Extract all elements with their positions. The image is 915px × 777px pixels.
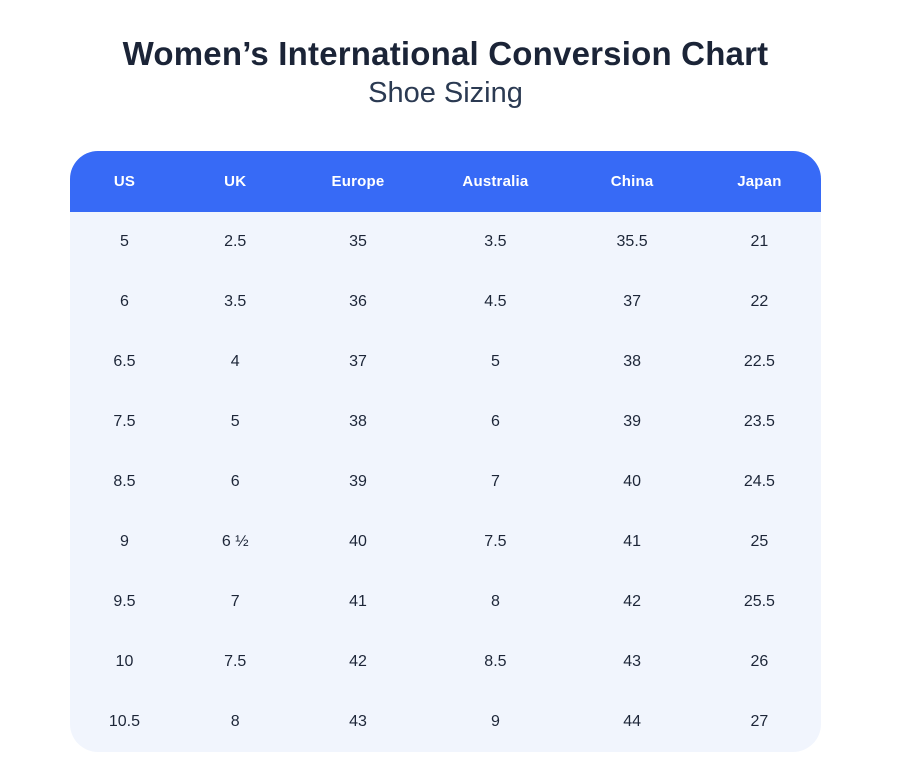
table-row: 6.5 4 37 5 38 22.5 bbox=[70, 332, 821, 392]
table-row: 6 3.5 36 4.5 37 22 bbox=[70, 272, 821, 332]
table-cell: 38 bbox=[349, 413, 367, 431]
table-cell: 37 bbox=[349, 353, 367, 371]
page-title: Women’s International Conversion Chart bbox=[122, 35, 769, 72]
table-cell: 41 bbox=[623, 533, 641, 551]
table-header-cell: Australia bbox=[462, 173, 529, 191]
table-cell: 41 bbox=[349, 593, 367, 611]
table-cell: 10.5 bbox=[108, 713, 141, 731]
table-cell: 4 bbox=[230, 353, 240, 371]
table-cell: 37 bbox=[623, 293, 641, 311]
table-cell: 7.5 bbox=[224, 653, 247, 671]
table-row: 8.5 6 39 7 40 24.5 bbox=[70, 452, 821, 512]
table-cell: 8 bbox=[230, 713, 240, 731]
table-cell: 35.5 bbox=[616, 233, 648, 251]
table-cell: 6 bbox=[119, 293, 129, 311]
table-header-cell: UK bbox=[224, 173, 247, 191]
table-row: 10 7.5 42 8.5 43 26 bbox=[70, 632, 821, 692]
table-row: 7.5 5 38 6 39 23.5 bbox=[70, 392, 821, 452]
table-cell: 43 bbox=[623, 653, 641, 671]
table-cell: 8.5 bbox=[113, 473, 136, 491]
table-cell: 5 bbox=[119, 233, 129, 251]
table-cell: 42 bbox=[349, 653, 367, 671]
table-cell: 35 bbox=[349, 233, 367, 251]
table-cell: 4.5 bbox=[484, 293, 507, 311]
table-cell: 7.5 bbox=[113, 413, 136, 431]
table-cell: 38 bbox=[623, 353, 641, 371]
table-cell: 8.5 bbox=[484, 653, 507, 671]
table-cell: 9.5 bbox=[113, 593, 136, 611]
table-cell: 40 bbox=[623, 473, 641, 491]
table-cell: 9 bbox=[119, 533, 129, 551]
table-row: 5 2.5 35 3.5 35.5 21 bbox=[70, 212, 821, 272]
table-cell: 3.5 bbox=[484, 233, 507, 251]
page-content: Women’s International Conversion Chart S… bbox=[70, 35, 821, 753]
table-cell: 9 bbox=[490, 713, 500, 731]
table-cell: 26 bbox=[750, 653, 769, 671]
table-cell: 25.5 bbox=[743, 593, 775, 611]
table-cell: 6 ½ bbox=[221, 533, 249, 551]
table-cell: 7.5 bbox=[484, 533, 507, 551]
table-cell: 43 bbox=[349, 713, 367, 731]
table-cell: 40 bbox=[349, 533, 367, 551]
table-row: 10.5 8 43 9 44 27 bbox=[70, 692, 821, 752]
table-cell: 21 bbox=[750, 233, 769, 251]
table-cell: 39 bbox=[623, 413, 641, 431]
table-cell: 5 bbox=[490, 353, 500, 371]
shoe-size-conversion-table: US UK Europe Australia China Japan 5 2.5 35 3.5 3… bbox=[70, 151, 821, 753]
table-cell: 7 bbox=[230, 593, 240, 611]
table-cell: 6 bbox=[230, 473, 240, 491]
table-cell: 2.5 bbox=[224, 233, 247, 251]
table-cell: 23.5 bbox=[743, 413, 775, 431]
table-cell: 6.5 bbox=[113, 353, 136, 371]
table-body: 5 2.5 35 3.5 35.5 21 6 3.5 36 4.5 37 22 6.5 4 37 5 38 22.… bbox=[70, 212, 821, 753]
table-cell: 36 bbox=[349, 293, 367, 311]
table-header-cell: China bbox=[610, 173, 654, 191]
table-cell: 42 bbox=[623, 593, 641, 611]
table-row: 9.5 7 41 8 42 25.5 bbox=[70, 572, 821, 632]
table-cell: 7 bbox=[490, 473, 500, 491]
table-cell: 39 bbox=[349, 473, 367, 491]
table-cell: 22.5 bbox=[743, 353, 775, 371]
table-cell: 8 bbox=[490, 593, 500, 611]
table-header-cell: Japan bbox=[737, 173, 782, 191]
table-cell: 24.5 bbox=[743, 473, 775, 491]
table-cell: 5 bbox=[230, 413, 240, 431]
table-cell: 22 bbox=[750, 293, 769, 311]
table-row: 9 6 ½ 40 7.5 41 25 bbox=[70, 512, 821, 572]
table-cell: 10 bbox=[115, 653, 134, 671]
table-header-cell: US bbox=[113, 173, 136, 191]
page-subtitle: Shoe Sizing bbox=[368, 76, 523, 109]
table-header-cell: Europe bbox=[331, 173, 385, 191]
table-cell: 27 bbox=[750, 713, 769, 731]
table-cell: 6 bbox=[490, 413, 500, 431]
table-header-row: US UK Europe Australia China Japan bbox=[70, 151, 821, 213]
table-cell: 44 bbox=[623, 713, 641, 731]
table-cell: 3.5 bbox=[224, 293, 247, 311]
table-cell: 25 bbox=[750, 533, 769, 551]
